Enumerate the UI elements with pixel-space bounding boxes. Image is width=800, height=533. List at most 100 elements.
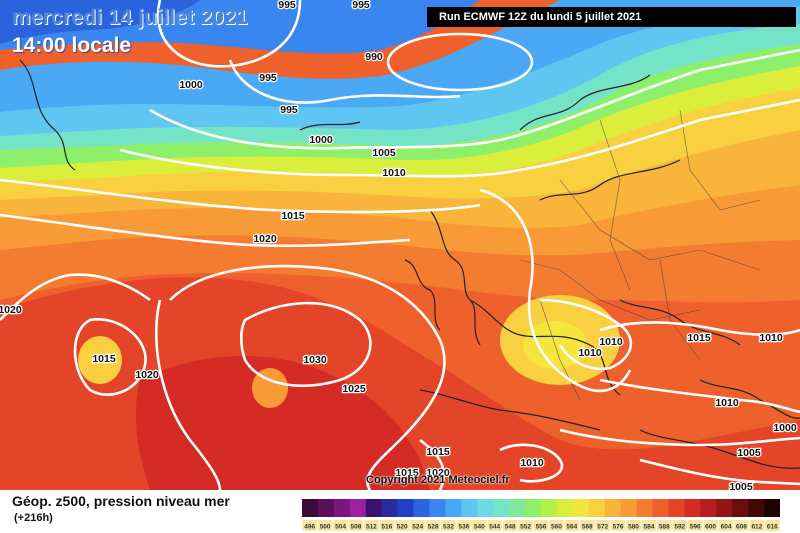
- country-borders: [519, 109, 761, 401]
- isobar-label: 1010: [599, 336, 623, 348]
- color-scale-swatch: [588, 499, 606, 517]
- color-scale-swatch: [684, 499, 701, 517]
- isobar-label: 1020: [426, 467, 450, 479]
- color-scale-tick-bg: [595, 520, 610, 531]
- isobar-label: 1000: [773, 422, 797, 434]
- lead-time-label: (+216h): [14, 512, 53, 524]
- color-scale-tick: 544: [489, 524, 500, 531]
- color-scale-tick-bg: [518, 520, 533, 531]
- color-scale-tick: 560: [551, 524, 562, 531]
- color-scale-tick: 604: [721, 524, 732, 531]
- isobar-label: 995: [259, 72, 277, 84]
- color-scale-tick-bg: [533, 520, 549, 531]
- isobar-label: 1020: [0, 304, 22, 316]
- color-scale-tick: 524: [412, 524, 423, 531]
- color-scale-tick-bg: [580, 520, 595, 531]
- isobar-label: 1015: [281, 210, 305, 222]
- color-scale-swatch: [365, 499, 382, 517]
- color-scale-tick-bg: [734, 520, 749, 531]
- color-scale-tick-bg: [672, 520, 687, 531]
- color-scale-tick-bg: [379, 520, 395, 531]
- isobar-label: 1010: [578, 347, 602, 359]
- color-scale-swatch: [716, 499, 733, 517]
- color-scale-swatch: [700, 499, 717, 517]
- isobar-label: 1020: [135, 369, 159, 381]
- isobar-label: 1030: [303, 354, 327, 366]
- isobar-label: 1005: [372, 147, 396, 159]
- color-scale-tick: 520: [397, 524, 408, 531]
- color-scale-swatch: [764, 499, 780, 517]
- field-light-blue: [0, 0, 800, 112]
- color-scale-tick: 548: [505, 524, 516, 531]
- isobar-label: 990: [365, 51, 383, 63]
- geopotential-map: 995 995 990 1000 995 995 1000 1005 1010 1015 1020 1…: [0, 0, 800, 490]
- color-scale-tick: 536: [458, 524, 469, 531]
- color-scale-swatch: [652, 499, 669, 517]
- color-scale-tick-bg: [456, 520, 472, 531]
- model-run-banner: Run ECMWF 12Z du lundi 5 juillet 2021: [427, 7, 796, 27]
- color-scale-swatch: [509, 499, 526, 517]
- color-scale-swatch: [636, 499, 653, 517]
- isobar-label: 1015: [426, 446, 450, 458]
- color-scale-swatch: [493, 499, 510, 517]
- color-scale-swatch: [302, 499, 319, 517]
- color-scale-tick-bg: [395, 520, 410, 531]
- isobar-label: 1005: [737, 447, 761, 459]
- color-scale-tick: 588: [659, 524, 670, 531]
- color-scale-tick-bg: [564, 520, 580, 531]
- color-scale-tick-bg: [441, 520, 456, 531]
- color-scale-swatch: [413, 499, 430, 517]
- color-scale-swatch: [668, 499, 685, 517]
- isobar-label: 1020: [253, 233, 277, 245]
- color-scale-tick-bg: [317, 520, 333, 531]
- isobar-label: 1005: [729, 481, 753, 490]
- color-scale-swatch: [748, 499, 765, 517]
- copyright-label: Copyright 2021 Meteociel.fr: [366, 474, 510, 486]
- color-scale-tick: 576: [613, 524, 624, 531]
- isobar-label: 1000: [179, 79, 203, 91]
- color-scale-tick: 508: [351, 524, 362, 531]
- color-scale-swatch: [604, 499, 621, 517]
- color-scale-tick-bg: [348, 520, 364, 531]
- color-scale-tick: 496: [304, 524, 315, 531]
- forecast-time: 14:00 locale: [12, 34, 132, 57]
- color-scale-tick-bg: [410, 520, 425, 531]
- color-scale-swatch: [333, 499, 351, 517]
- color-scale-tick-bg: [472, 520, 487, 531]
- color-scale-tick: 572: [597, 524, 608, 531]
- color-scale-tick: 516: [381, 524, 392, 531]
- color-scale-tick-bg: [487, 520, 502, 531]
- color-scale-tick: 556: [536, 524, 547, 531]
- isobar-label: 995: [352, 0, 370, 11]
- color-scale-tick: 592: [674, 524, 685, 531]
- coastlines: [19, 59, 800, 469]
- color-scale-tick: 616: [767, 524, 778, 531]
- field-dark-blue: [0, 0, 200, 44]
- color-scale-tick-bg: [549, 520, 564, 531]
- field-amber: [0, 120, 800, 228]
- color-scale-tick: 504: [335, 524, 346, 531]
- color-scale-tick: 532: [443, 524, 454, 531]
- color-scale-tick: 584: [644, 524, 655, 531]
- color-scale-swatch: [349, 499, 367, 517]
- model-run-label: Run ECMWF 12Z du lundi 5 juillet 2021: [439, 11, 642, 23]
- color-scale-tick: 512: [366, 524, 377, 531]
- color-scale-tick: 600: [705, 524, 716, 531]
- color-scale-tick-bg: [302, 520, 317, 531]
- isobar-label: 1010: [715, 397, 739, 409]
- color-scale: 496 500 504 508 512 516 520 524 528 532 536 540 544 5…: [302, 499, 780, 531]
- isobar-label: 1015: [92, 353, 116, 365]
- isobar-label: 1015: [395, 467, 419, 479]
- color-scale-tick: 500: [320, 524, 331, 531]
- color-scale-tick: 596: [690, 524, 701, 531]
- color-scale-tick-bg: [425, 520, 441, 531]
- isobar-label: 1010: [520, 457, 544, 469]
- color-scale-tick-bg: [749, 520, 765, 531]
- color-scale-tick-bg: [610, 520, 626, 531]
- color-scale-tick-bg: [657, 520, 672, 531]
- isobar-label: 995: [278, 0, 296, 11]
- color-scale-tick: 564: [566, 524, 577, 531]
- field-cold-spot: [252, 368, 288, 408]
- forecast-date: mercredi 14 juillet 2021: [12, 6, 248, 29]
